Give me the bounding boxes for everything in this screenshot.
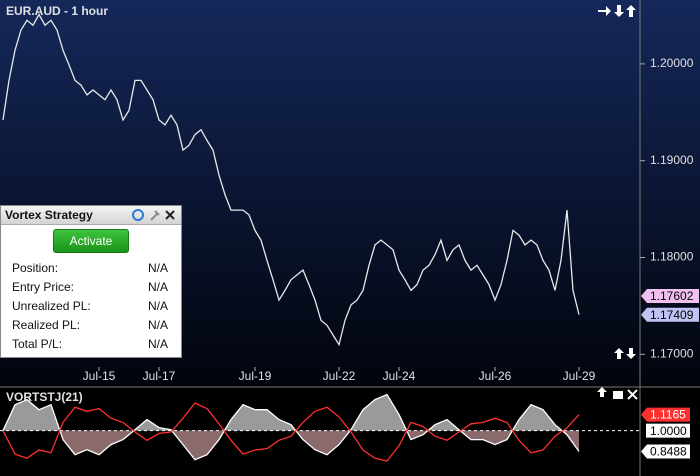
row-value: N/A: [147, 337, 168, 351]
row-value: N/A: [147, 318, 168, 332]
price-label: 1.17602: [650, 289, 694, 303]
row-label: Realized PL:: [12, 318, 81, 332]
panel-row: Unrealized PL: N/A: [1, 297, 181, 316]
reference-label: 1.0000: [650, 424, 687, 438]
y-tick-label: 1.19000: [650, 153, 694, 167]
y-tick-label: 1.17000: [650, 346, 694, 360]
x-tick-label: Jul-15: [83, 369, 116, 383]
series-line: [2, 402, 580, 462]
x-tick-label: Jul-19: [239, 369, 272, 383]
series-line: [2, 13, 580, 347]
row-label: Entry Price:: [12, 280, 75, 294]
window-icons[interactable]: [597, 5, 638, 400]
x-tick-label: Jul-24: [383, 369, 416, 383]
price-label: 1.17409: [650, 308, 694, 322]
x-tick-label: Jul-17: [143, 369, 176, 383]
panel-rows: Position: N/A Entry Price: N/A Unrealized PL…: [1, 259, 181, 354]
row-label: Position:: [12, 261, 59, 275]
row-value: N/A: [147, 280, 168, 294]
last-value-marker: [641, 407, 690, 422]
panel-title: Vortex Strategy: [1, 206, 181, 225]
last-value-label: 0.8488: [650, 445, 687, 459]
y-tick-label: 1.18000: [650, 250, 694, 264]
last-value-marker: [641, 444, 690, 459]
reference-label-box: [646, 423, 690, 438]
chart-title: EUR.AUD - 1 hour: [6, 4, 108, 18]
x-tick-label: Jul-29: [563, 369, 596, 383]
row-label: Unrealized PL:: [12, 299, 91, 313]
panel-title-text: Vortex Strategy: [5, 208, 93, 222]
panel-icons[interactable]: [131, 208, 177, 222]
panel-row: Total P/L: N/A: [1, 335, 181, 354]
strategy-panel: Vortex Strategy Activate Position: N/A Ent…: [0, 205, 182, 358]
panel-row: Position: N/A: [1, 259, 181, 278]
row-label: Total P/L:: [12, 337, 63, 351]
series-line: [2, 393, 580, 461]
indicator-title: VORTSTJ(21): [6, 390, 83, 404]
row-value: N/A: [147, 261, 168, 275]
x-tick-label: Jul-22: [323, 369, 356, 383]
x-tick-label: Jul-26: [479, 369, 512, 383]
panel-row: Realized PL: N/A: [1, 316, 181, 335]
price-marker: [641, 307, 699, 322]
price-marker: [641, 289, 699, 304]
row-value: N/A: [147, 299, 168, 313]
panel-row: Entry Price: N/A: [1, 278, 181, 297]
y-tick-label: 1.20000: [650, 56, 694, 70]
activate-button[interactable]: Activate: [53, 229, 129, 253]
last-value-label: 1.1165: [650, 408, 686, 422]
area-above: [3, 394, 579, 431]
